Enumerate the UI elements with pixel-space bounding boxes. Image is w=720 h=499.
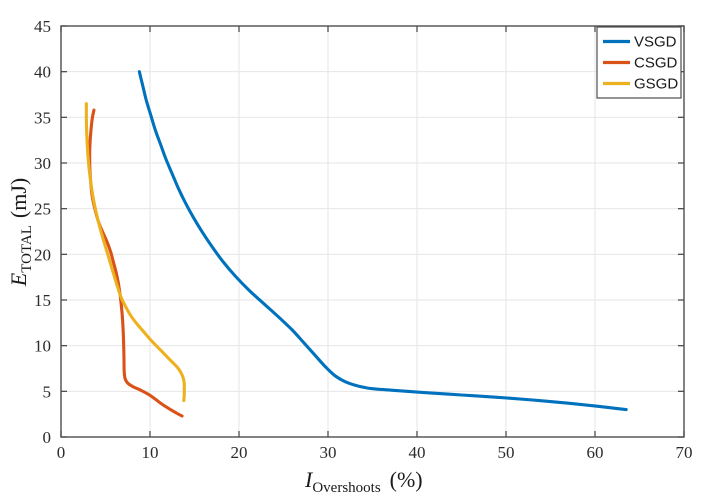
x-tick-labels: 0 10 20 30 40 50 60 70 bbox=[57, 443, 693, 462]
y-axis-label-sub: TOTAL bbox=[19, 225, 35, 273]
y-tick-label: 25 bbox=[34, 200, 51, 219]
y-tick-label: 15 bbox=[34, 291, 51, 310]
y-tick-label: 35 bbox=[34, 108, 51, 127]
y-tick-label: 45 bbox=[34, 17, 51, 36]
y-tick-label: 10 bbox=[34, 337, 51, 356]
x-axis-label-sub: Overshoots bbox=[312, 480, 380, 496]
series-line-vsgd bbox=[137, 70, 628, 412]
y-tick-label: 30 bbox=[34, 154, 51, 173]
plot-frame bbox=[60, 25, 685, 438]
x-axis-label-main: I bbox=[304, 467, 314, 492]
y-axis-label-unit: (mJ) bbox=[6, 178, 31, 218]
y-tick-label: 5 bbox=[43, 382, 52, 401]
y-axis-label: ETOTAL (mJ) bbox=[6, 178, 35, 287]
x-tick-label: 10 bbox=[142, 443, 159, 462]
y-axis-label-main: E bbox=[6, 272, 31, 287]
series-line-gsgd bbox=[84, 102, 186, 403]
x-tick-label: 20 bbox=[231, 443, 248, 462]
x-axis-label: IOvershoots (%) bbox=[304, 467, 423, 496]
x-tick-label: 60 bbox=[587, 443, 604, 462]
x-tick-label: 30 bbox=[320, 443, 337, 462]
svg-text:ETOTAL(mJ): ETOTAL (mJ) bbox=[6, 178, 35, 287]
svg-text:IOvershoots(%): IOvershoots (%) bbox=[304, 467, 423, 496]
x-tick-label: 40 bbox=[409, 443, 426, 462]
y-tick-label: 0 bbox=[43, 428, 52, 447]
legend[interactable]: VSGD CSGD GSGD bbox=[596, 26, 682, 99]
x-axis-label-unit: (%) bbox=[390, 467, 423, 492]
y-tick-label: 20 bbox=[34, 245, 51, 264]
data-series-layer bbox=[84, 70, 628, 418]
x-tick-label: 70 bbox=[676, 443, 693, 462]
legend-label-vsgd: VSGD bbox=[634, 34, 677, 51]
x-tick-label: 0 bbox=[57, 443, 66, 462]
y-tick-labels: 0 5 10 15 20 25 30 35 40 45 bbox=[34, 17, 51, 447]
axis-ticks bbox=[60, 25, 685, 438]
legend-label-gsgd: GSGD bbox=[634, 76, 678, 93]
x-tick-label: 50 bbox=[498, 443, 515, 462]
legend-label-csgd: CSGD bbox=[634, 55, 678, 72]
axes-frame bbox=[60, 25, 685, 438]
y-tick-label: 40 bbox=[34, 63, 51, 82]
